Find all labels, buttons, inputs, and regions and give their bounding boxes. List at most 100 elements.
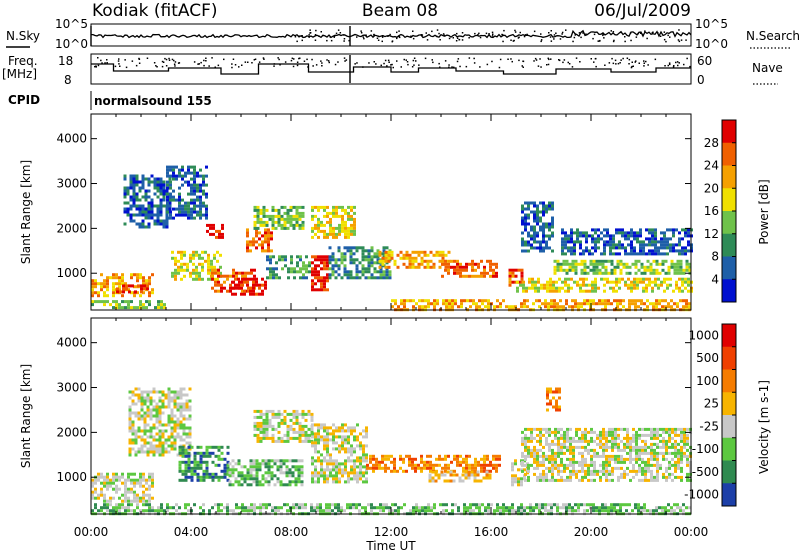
power-cell <box>121 294 124 298</box>
power-cell <box>564 237 567 241</box>
nsearch-point <box>479 36 482 39</box>
power-cell <box>308 261 311 265</box>
velocity-cell <box>362 453 365 457</box>
power-cell <box>628 302 631 306</box>
velocity-cell <box>140 444 144 448</box>
power-cell <box>172 198 175 202</box>
nsearch-point <box>337 29 340 31</box>
power-cell <box>207 256 210 260</box>
power-cell <box>166 216 169 220</box>
power-cell <box>184 201 187 205</box>
power-cell <box>361 270 365 274</box>
power-cell <box>492 262 495 266</box>
velocity-cell <box>365 435 368 439</box>
velocity-cell <box>286 424 290 428</box>
velocity-cell <box>560 457 563 461</box>
velocity-cell <box>176 390 180 394</box>
power-cell <box>253 220 257 224</box>
velocity-cell <box>584 436 587 440</box>
velocity-cell <box>668 433 671 437</box>
power-cell <box>328 258 332 262</box>
power-cell <box>681 228 684 232</box>
velocity-cell <box>314 459 317 463</box>
nave-point <box>535 59 538 61</box>
velocity-cell <box>202 509 205 513</box>
power-cell <box>193 210 196 214</box>
velocity-cell <box>196 451 200 455</box>
power-cell <box>335 211 338 215</box>
velocity-cell <box>170 411 174 415</box>
power-cell <box>246 283 249 287</box>
velocity-cell <box>462 469 465 473</box>
power-cell <box>159 222 163 226</box>
velocity-cell <box>155 420 159 424</box>
power-cell <box>669 246 672 250</box>
velocity-cell <box>563 478 566 482</box>
velocity-cell <box>148 509 151 513</box>
nsearch-point <box>326 39 328 42</box>
power-cell <box>604 305 607 309</box>
velocity-cell <box>575 469 578 473</box>
nsearch-point <box>519 31 521 34</box>
nave-point <box>368 62 370 64</box>
nave-point <box>284 61 287 63</box>
power-cell <box>124 282 127 286</box>
velocity-cell <box>578 463 581 467</box>
power-cell <box>592 265 596 269</box>
velocity-cell <box>151 481 154 485</box>
power-region <box>521 201 554 253</box>
velocity-cell <box>677 457 680 461</box>
power-cell <box>187 204 190 208</box>
velocity-cell <box>217 457 221 461</box>
velocity-cell <box>359 432 362 436</box>
velocity-cell <box>575 475 578 479</box>
velocity-cell <box>365 480 368 484</box>
velocity-cell <box>602 430 605 434</box>
velocity-cell <box>350 459 353 463</box>
power-cell <box>521 222 524 226</box>
velocity-cell <box>614 442 617 446</box>
velocity-cell <box>461 473 465 477</box>
velocity-cell <box>205 463 209 467</box>
power-cell <box>658 299 661 303</box>
velocity-cell <box>332 435 335 439</box>
power-cell <box>423 250 427 254</box>
velocity-cell <box>329 453 332 457</box>
velocity-cell <box>94 503 97 507</box>
power-cell <box>564 283 567 287</box>
power-cell <box>317 235 320 239</box>
velocity-cell <box>632 448 635 452</box>
power-cell <box>567 240 570 244</box>
power-cell <box>654 228 657 232</box>
power-cell <box>94 285 97 289</box>
velocity-cell <box>611 436 614 440</box>
nave-point <box>320 60 322 62</box>
velocity-cell <box>638 463 641 467</box>
power-cell <box>370 264 374 268</box>
power-cell <box>382 273 386 277</box>
velocity-cell <box>94 478 97 482</box>
velocity-cell <box>274 415 278 419</box>
velocity-cell <box>151 484 154 488</box>
velocity-cell <box>314 438 317 442</box>
power-cell <box>190 207 193 211</box>
velocity-cell <box>329 474 332 478</box>
power-data-layer <box>91 165 693 312</box>
power-cell <box>252 289 255 293</box>
power-cell <box>343 258 347 262</box>
nave-point <box>251 62 253 64</box>
power-cell <box>220 283 223 287</box>
power-cell <box>106 279 109 283</box>
velocity-cell <box>566 448 569 452</box>
power-cell <box>243 277 246 281</box>
velocity-cell <box>483 457 486 461</box>
power-cell <box>261 283 264 287</box>
velocity-cell <box>112 478 115 482</box>
velocity-cell <box>115 475 118 479</box>
nsearch-point <box>553 34 556 36</box>
velocity-cell <box>638 457 641 461</box>
velocity-cell <box>152 399 156 403</box>
power-cell <box>136 276 139 280</box>
velocity-cell <box>489 460 492 464</box>
power-cell <box>246 240 249 244</box>
